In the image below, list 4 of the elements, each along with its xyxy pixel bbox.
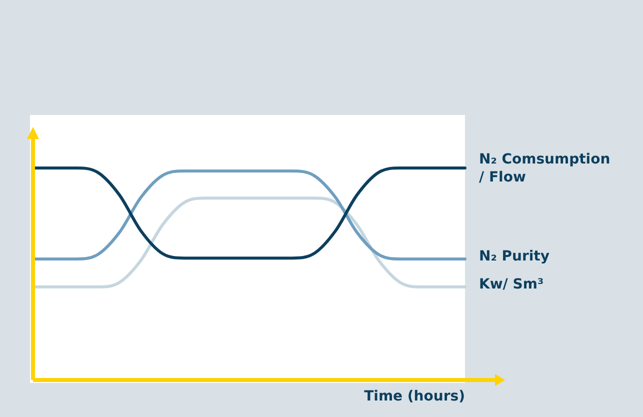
x-axis-title: Time (hours) xyxy=(364,388,465,405)
series-label: N₂ Comsumption / Flow xyxy=(479,152,610,186)
series-label: N₂ Purity xyxy=(479,248,550,265)
series-label: Kw/ Sm³ xyxy=(479,276,544,293)
